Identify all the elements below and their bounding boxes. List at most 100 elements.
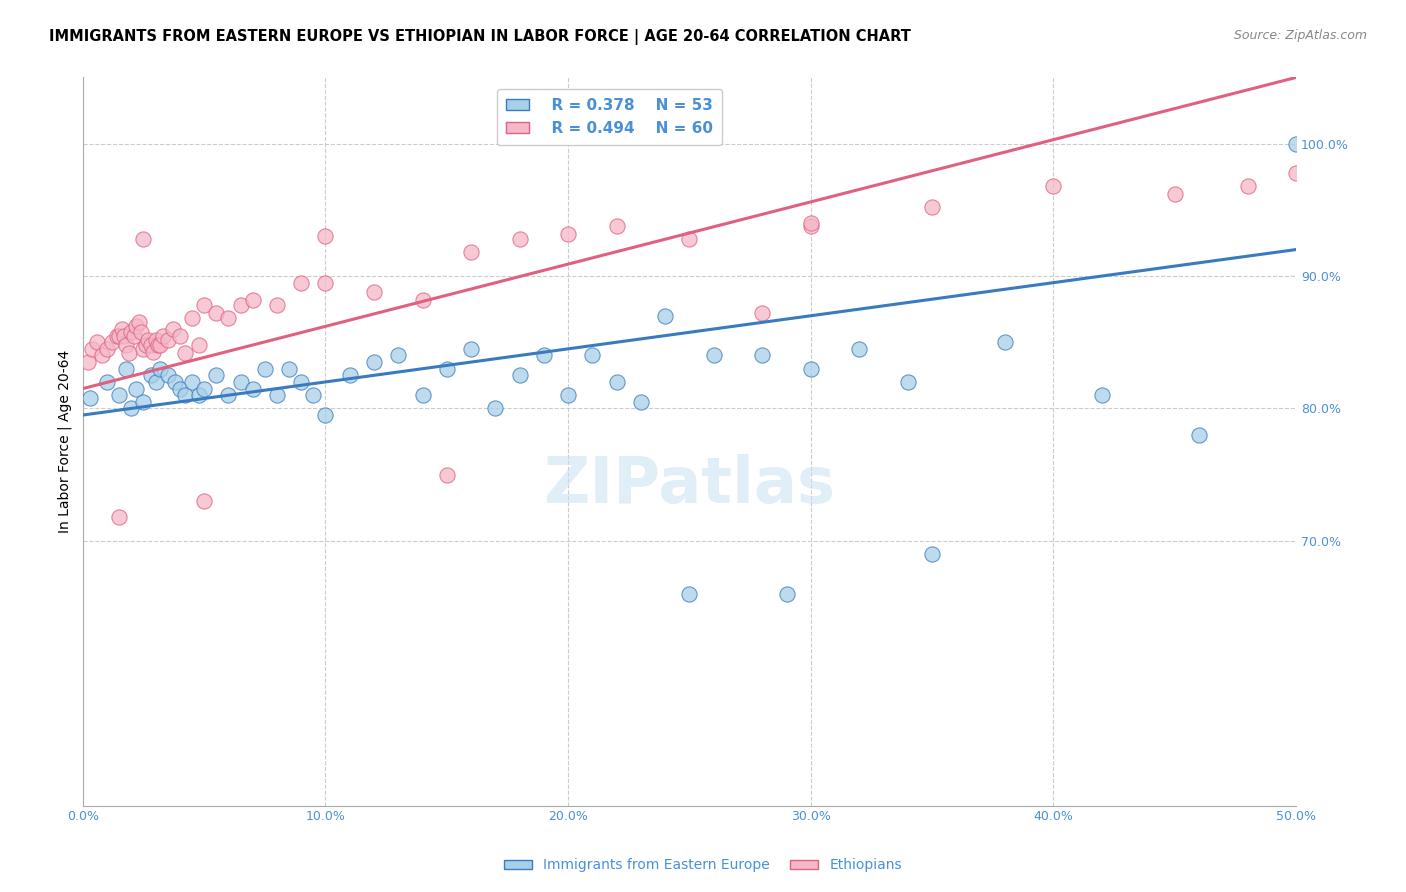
Point: [169, 328, 191, 343]
Point: [115, 361, 138, 376]
Point: [128, 315, 150, 329]
Point: [132, 394, 155, 409]
Y-axis label: In Labor Force | Age 20-64: In Labor Force | Age 20-64: [58, 350, 72, 533]
Point: [96, 342, 118, 356]
Point: [290, 375, 312, 389]
Point: [108, 510, 131, 524]
Point: [173, 388, 195, 402]
Point: [557, 388, 579, 402]
Point: [253, 361, 276, 376]
Point: [703, 349, 725, 363]
Point: [1285, 136, 1308, 151]
Point: [557, 227, 579, 241]
Point: [79, 391, 101, 405]
Point: [630, 394, 652, 409]
Point: [101, 335, 124, 350]
Point: [125, 319, 148, 334]
Point: [921, 200, 943, 214]
Point: [96, 375, 118, 389]
Point: [173, 346, 195, 360]
Point: [125, 382, 148, 396]
Point: [363, 355, 385, 369]
Point: [363, 285, 385, 299]
Point: [181, 311, 204, 326]
Point: [162, 322, 184, 336]
Point: [145, 333, 167, 347]
Point: [188, 338, 211, 352]
Point: [654, 309, 676, 323]
Point: [436, 361, 458, 376]
Point: [509, 368, 531, 383]
Point: [314, 229, 336, 244]
Point: [606, 219, 628, 233]
Point: [115, 338, 138, 352]
Point: [146, 338, 169, 352]
Point: [606, 375, 628, 389]
Point: [205, 368, 228, 383]
Point: [509, 232, 531, 246]
Point: [678, 232, 700, 246]
Point: [118, 346, 141, 360]
Point: [290, 276, 312, 290]
Point: [751, 306, 773, 320]
Point: [278, 361, 301, 376]
Point: [1188, 428, 1211, 442]
Point: [1285, 166, 1308, 180]
Legend:   R = 0.378    N = 53,   R = 0.494    N = 60: R = 0.378 N = 53, R = 0.494 N = 60: [496, 88, 723, 145]
Point: [314, 276, 336, 290]
Point: [188, 388, 211, 402]
Point: [169, 382, 191, 396]
Point: [181, 375, 204, 389]
Point: [217, 388, 239, 402]
Point: [112, 328, 135, 343]
Point: [136, 333, 159, 347]
Point: [581, 349, 603, 363]
Point: [484, 401, 506, 416]
Point: [149, 361, 172, 376]
Point: [412, 293, 434, 307]
Point: [120, 401, 142, 416]
Point: [108, 328, 131, 343]
Point: [994, 335, 1017, 350]
Point: [266, 388, 288, 402]
Point: [800, 216, 823, 230]
Point: [139, 338, 162, 352]
Point: [387, 349, 409, 363]
Text: ZIPatlas: ZIPatlas: [544, 454, 835, 516]
Legend: Immigrants from Eastern Europe, Ethiopians: Immigrants from Eastern Europe, Ethiopia…: [499, 853, 907, 878]
Text: Source: ZipAtlas.com: Source: ZipAtlas.com: [1233, 29, 1367, 42]
Point: [86, 335, 108, 350]
Point: [149, 338, 172, 352]
Point: [751, 349, 773, 363]
Point: [800, 219, 823, 233]
Point: [217, 311, 239, 326]
Point: [142, 344, 165, 359]
Point: [775, 587, 797, 601]
Point: [132, 342, 155, 356]
Point: [314, 408, 336, 422]
Point: [129, 325, 152, 339]
Point: [132, 232, 155, 246]
Point: [242, 293, 264, 307]
Point: [1236, 179, 1258, 194]
Point: [242, 382, 264, 396]
Point: [1091, 388, 1114, 402]
Point: [1042, 179, 1064, 194]
Point: [82, 342, 104, 356]
Point: [1164, 186, 1187, 201]
Point: [897, 375, 920, 389]
Point: [460, 342, 482, 356]
Point: [460, 245, 482, 260]
Point: [105, 328, 128, 343]
Point: [266, 298, 288, 312]
Point: [139, 368, 162, 383]
Text: IMMIGRANTS FROM EASTERN EUROPE VS ETHIOPIAN IN LABOR FORCE | AGE 20-64 CORRELATI: IMMIGRANTS FROM EASTERN EUROPE VS ETHIOP…: [49, 29, 911, 45]
Point: [145, 375, 167, 389]
Point: [156, 333, 179, 347]
Point: [921, 547, 943, 561]
Point: [193, 494, 215, 508]
Point: [302, 388, 325, 402]
Point: [229, 298, 252, 312]
Point: [229, 375, 252, 389]
Point: [156, 368, 179, 383]
